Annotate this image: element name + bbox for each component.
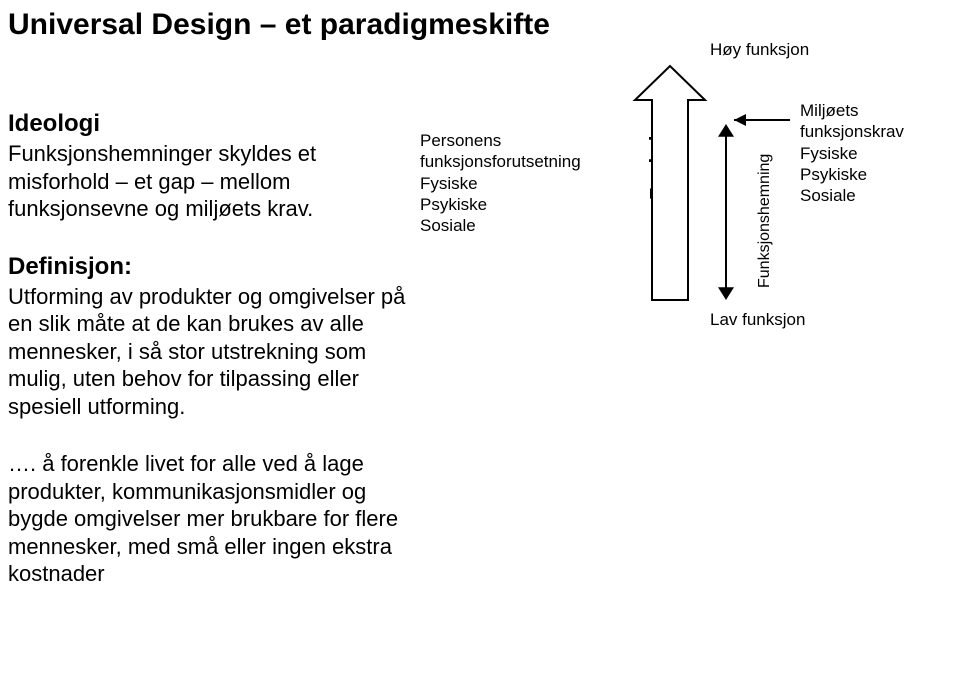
ideology-text: Funksjonshemninger skyldes et misforhold… xyxy=(8,140,408,223)
diagram-svg xyxy=(420,40,950,340)
diagram: Høy funksjon Lav funksjon Personens funk… xyxy=(420,40,950,330)
page-title: Universal Design – et paradigmeskifte xyxy=(8,8,550,42)
ideology-heading: Ideologi xyxy=(8,110,408,138)
definition-text: Utforming av produkter og omgivelser på … xyxy=(8,283,408,421)
left-column: Ideologi Funksjonshemninger skyldes et m… xyxy=(8,110,408,618)
definition-heading: Definisjon: xyxy=(8,253,408,281)
extra-text: …. å forenkle livet for alle ved å lage … xyxy=(8,450,408,588)
